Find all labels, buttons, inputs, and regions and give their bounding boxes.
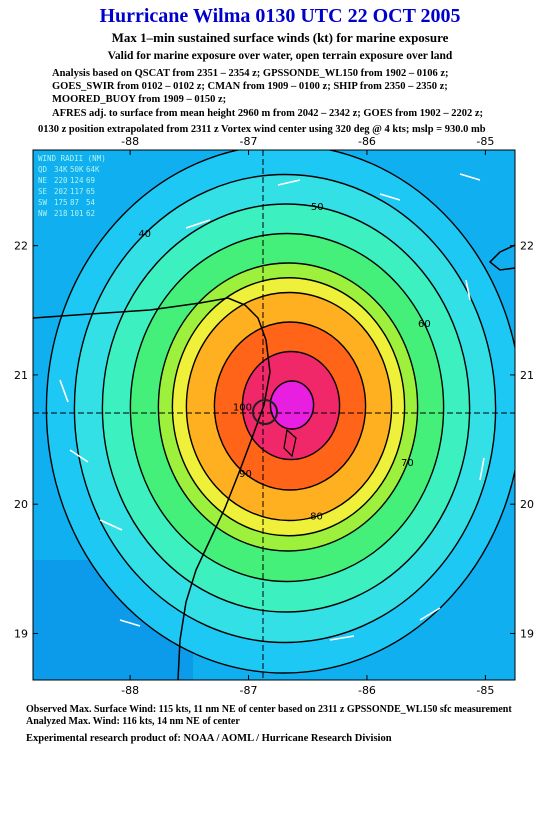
radii-cell: 202 [54, 187, 68, 196]
x-tick-label: -85 [476, 135, 494, 148]
radii-cell: SE [38, 187, 48, 196]
y-tick-label: 21 [520, 369, 534, 382]
x-tick-label: -87 [240, 684, 258, 697]
radii-cell: 34K [54, 165, 68, 174]
y-tick-label: 21 [14, 369, 28, 382]
radii-table: WIND RADII (NM) QD 34K 50K 64K NE 220 124 69 SE 20… [38, 154, 106, 218]
position-note: 0130 z position extrapolated from 2311 z… [38, 124, 486, 135]
radii-cell: 54 [86, 198, 96, 207]
radii-cell: 175 [54, 198, 68, 207]
radii-cell: 50K [70, 165, 84, 174]
y-tick-label: 22 [14, 240, 28, 253]
wind-contour [269, 380, 315, 430]
contour-label: 50 [311, 202, 324, 213]
x-tick-label: -87 [240, 135, 258, 148]
coastline [488, 244, 515, 271]
contour-label: 60 [418, 319, 431, 330]
radii-cell: 101 [70, 209, 84, 218]
map-frame [32, 149, 516, 681]
x-tick-label: -88 [121, 684, 139, 697]
x-tick-label: -85 [476, 684, 494, 697]
radii-cell: 64K [86, 165, 100, 174]
radii-cell: 62 [86, 209, 95, 218]
y-tick-label: 19 [14, 627, 28, 640]
map [33, 150, 515, 680]
wind-arrows [59, 173, 485, 641]
source-line: Analysis based on QSCAT from 2351 – 2354… [52, 68, 449, 79]
source-line: AFRES adj. to surface from mean height 2… [52, 108, 483, 119]
analyzed-note: Analyzed Max. Wind: 116 kts, 14 nm NE of… [26, 716, 240, 727]
credit: Experimental research product of: NOAA /… [26, 733, 392, 744]
x-tick-label: -86 [358, 135, 376, 148]
radii-cell: 124 [70, 176, 84, 185]
radii-title: WIND RADII (NM) [38, 154, 106, 163]
subtitle: Max 1–min sustained surface winds (kt) f… [112, 30, 449, 45]
x-tick-label: -86 [358, 684, 376, 697]
radii-cell: SW [38, 198, 48, 207]
contour-label: 90 [239, 469, 252, 480]
y-tick-label: 19 [520, 627, 534, 640]
source-line: GOES_SWIR from 0102 – 0102 z; CMAN from … [52, 81, 448, 92]
coastline [33, 297, 271, 680]
radii-cell: 218 [54, 209, 68, 218]
island [283, 428, 297, 458]
radii-cell: NE [38, 176, 48, 185]
y-tick-label: 20 [14, 498, 28, 511]
overlay: WIND RADII (NM) QD 34K 50K 64K NE 220 124 69 SE 20… [33, 150, 515, 680]
radii-cell: NW [38, 209, 48, 218]
radii-cell: 69 [86, 176, 95, 185]
radii-cell: 220 [54, 176, 68, 185]
radii-cell: 65 [86, 187, 95, 196]
subtitle2: Valid for marine exposure over water, op… [108, 50, 453, 62]
y-tick-label: 20 [520, 498, 534, 511]
title: Hurricane Wilma 0130 UTC 22 OCT 2005 [99, 5, 460, 27]
x-tick-label: -88 [121, 135, 139, 148]
radii-cell: 117 [70, 187, 84, 196]
contour-label: 70 [401, 458, 414, 469]
contour-label: 100 [233, 403, 252, 414]
contour-label: 40 [138, 229, 151, 240]
radii-cell: QD [38, 165, 48, 174]
observed-note: Observed Max. Surface Wind: 115 kts, 11 … [26, 704, 512, 715]
y-tick-label: 22 [520, 240, 534, 253]
source-line: MOORED_BUOY from 1909 – 0150 z; [52, 94, 226, 105]
eye [252, 399, 278, 425]
contour-label: 80 [310, 511, 323, 522]
radii-cell: 87 [70, 198, 79, 207]
